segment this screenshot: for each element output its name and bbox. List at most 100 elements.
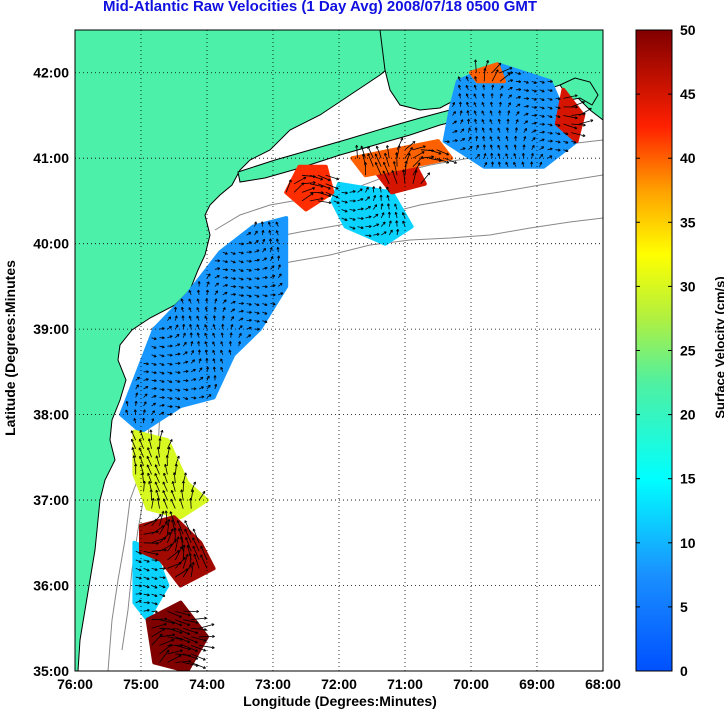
velocity-arrow-488 <box>444 157 457 164</box>
velocity-arrow-592 <box>523 96 530 101</box>
velocity-arrow-309 <box>229 332 233 338</box>
velocity-arrow-482 <box>420 155 435 159</box>
velocity-arrow-43 <box>143 378 149 382</box>
velocity-arrow-48 <box>151 623 167 629</box>
velocity-arrow-152 <box>175 627 190 635</box>
velocity-arrow-215 <box>190 561 195 578</box>
velocity-arrow-325 <box>238 301 244 305</box>
velocity-arrow-553 <box>497 118 501 125</box>
velocity-arrow-567 <box>507 102 511 108</box>
velocity-arrow-227 <box>190 368 196 373</box>
velocity-arrow-225 <box>191 387 197 391</box>
velocity-arrow-304 <box>222 268 229 272</box>
velocity-arrow-379 <box>268 229 272 236</box>
velocity-arrow-41 <box>143 393 148 398</box>
velocity-arrow-458 <box>384 152 390 167</box>
velocity-arrow-364 <box>262 276 268 280</box>
velocity-arrow-316 <box>230 277 236 281</box>
velocity-arrow-68 <box>148 438 152 449</box>
velocity-arrow-238 <box>199 634 215 638</box>
velocity-arrow-611 <box>539 122 545 126</box>
velocity-arrow-2 <box>135 599 142 603</box>
colorbar-tick-4: 30 <box>680 278 696 294</box>
velocity-arrow-593 <box>523 88 529 92</box>
velocity-arrow-220 <box>184 520 192 535</box>
velocity-arrow-586 <box>522 144 526 150</box>
velocity-arrow-233 <box>188 315 192 321</box>
velocity-arrow-575 <box>514 135 518 142</box>
velocity-arrow-119 <box>167 627 183 634</box>
velocity-arrow-123 <box>167 550 180 561</box>
velocity-arrow-72 <box>151 402 156 407</box>
y-tick-labels: 35:00 36:00 37:00 38:00 39:00 40:00 41:00 42:00 <box>33 65 69 679</box>
map-title: Mid-Atlantic Raw Velocities (1 Day Avg) … <box>102 0 538 15</box>
velocity-arrow-178 <box>174 315 178 321</box>
velocity-arrow-373 <box>270 284 276 288</box>
velocity-arrow-366 <box>262 257 267 262</box>
velocity-arrow-192 <box>176 520 184 535</box>
velocity-arrow-248 <box>198 367 203 373</box>
y-tick-2: 37:00 <box>33 492 69 508</box>
velocity-arrow-612 <box>539 114 545 118</box>
velocity-arrow-287 <box>214 290 218 296</box>
velocity-arrow-100 <box>155 455 160 467</box>
velocity-arrow-245 <box>199 395 205 399</box>
velocity-arrow-410 <box>341 209 348 213</box>
velocity-arrow-163 <box>170 489 176 501</box>
velocity-arrow-157 <box>174 546 183 561</box>
velocity-arrow-175 <box>175 343 181 347</box>
velocity-arrow-81 <box>159 649 170 663</box>
velocity-arrow-20 <box>143 608 150 612</box>
velocity-arrow-97 <box>154 481 160 492</box>
velocity-arrow-361 <box>262 303 268 306</box>
velocity-arrow-232 <box>189 323 193 330</box>
velocity-arrow-56 <box>151 558 158 562</box>
velocity-arrow-523 <box>474 59 478 73</box>
velocity-arrow-186 <box>183 609 199 613</box>
velocity-arrow-407 <box>325 174 339 181</box>
velocity-arrow-530 <box>481 110 485 116</box>
velocity-arrow-1 <box>125 400 129 407</box>
velocity-arrow-70 <box>151 418 155 424</box>
velocity-arrow-345 <box>246 232 252 236</box>
velocity-arrow-79 <box>151 345 157 349</box>
velocity-arrow-36 <box>138 438 144 449</box>
velocity-arrow-370 <box>260 221 264 227</box>
velocity-arrow-348 <box>254 311 260 315</box>
velocity-arrow-444 <box>380 203 384 210</box>
velocity-arrow-369 <box>261 229 265 236</box>
velocity-arrow-445 <box>379 194 383 201</box>
y-tick-4: 39:00 <box>33 321 69 337</box>
velocity-arrow-451 <box>388 220 392 227</box>
velocity-arrow-305 <box>222 260 228 264</box>
velocity-arrow-479 <box>412 151 425 159</box>
velocity-arrow-117 <box>167 643 184 647</box>
velocity-arrow-547 <box>491 62 502 73</box>
colorbar-tick-10: 0 <box>680 663 688 679</box>
velocity-arrow-194 <box>180 489 184 501</box>
velocity-arrow-25 <box>143 568 150 572</box>
velocity-arrow-55 <box>151 568 158 571</box>
velocity-arrow-487 <box>436 149 450 156</box>
velocity-arrow-357 <box>254 230 258 236</box>
velocity-arrow-261 <box>206 394 212 398</box>
velocity-arrow-637 <box>563 123 578 130</box>
velocity-arrow-120 <box>167 619 183 627</box>
velocity-arrow-244 <box>198 490 206 501</box>
velocity-arrow-224 <box>191 396 197 400</box>
velocity-arrow-45 <box>143 362 149 366</box>
velocity-arrow-106 <box>159 395 165 400</box>
velocity-arrow-541 <box>489 119 493 125</box>
velocity-arrow-468 <box>396 137 404 150</box>
velocity-arrow-322 <box>238 325 243 330</box>
x-tick-labels: 76:00 75:00 74:00 73:00 72:00 71:00 70:00 69:00… <box>57 676 621 692</box>
velocity-arrow-634 <box>563 149 569 153</box>
velocity-arrow-616 <box>539 80 545 84</box>
velocity-arrow-115 <box>167 654 182 663</box>
velocity-arrow-108 <box>159 379 165 383</box>
velocity-arrow-620 <box>547 131 553 135</box>
velocity-arrow-384 <box>277 264 281 270</box>
velocity-arrow-390 <box>285 179 292 193</box>
velocity-arrow-606 <box>539 161 543 167</box>
